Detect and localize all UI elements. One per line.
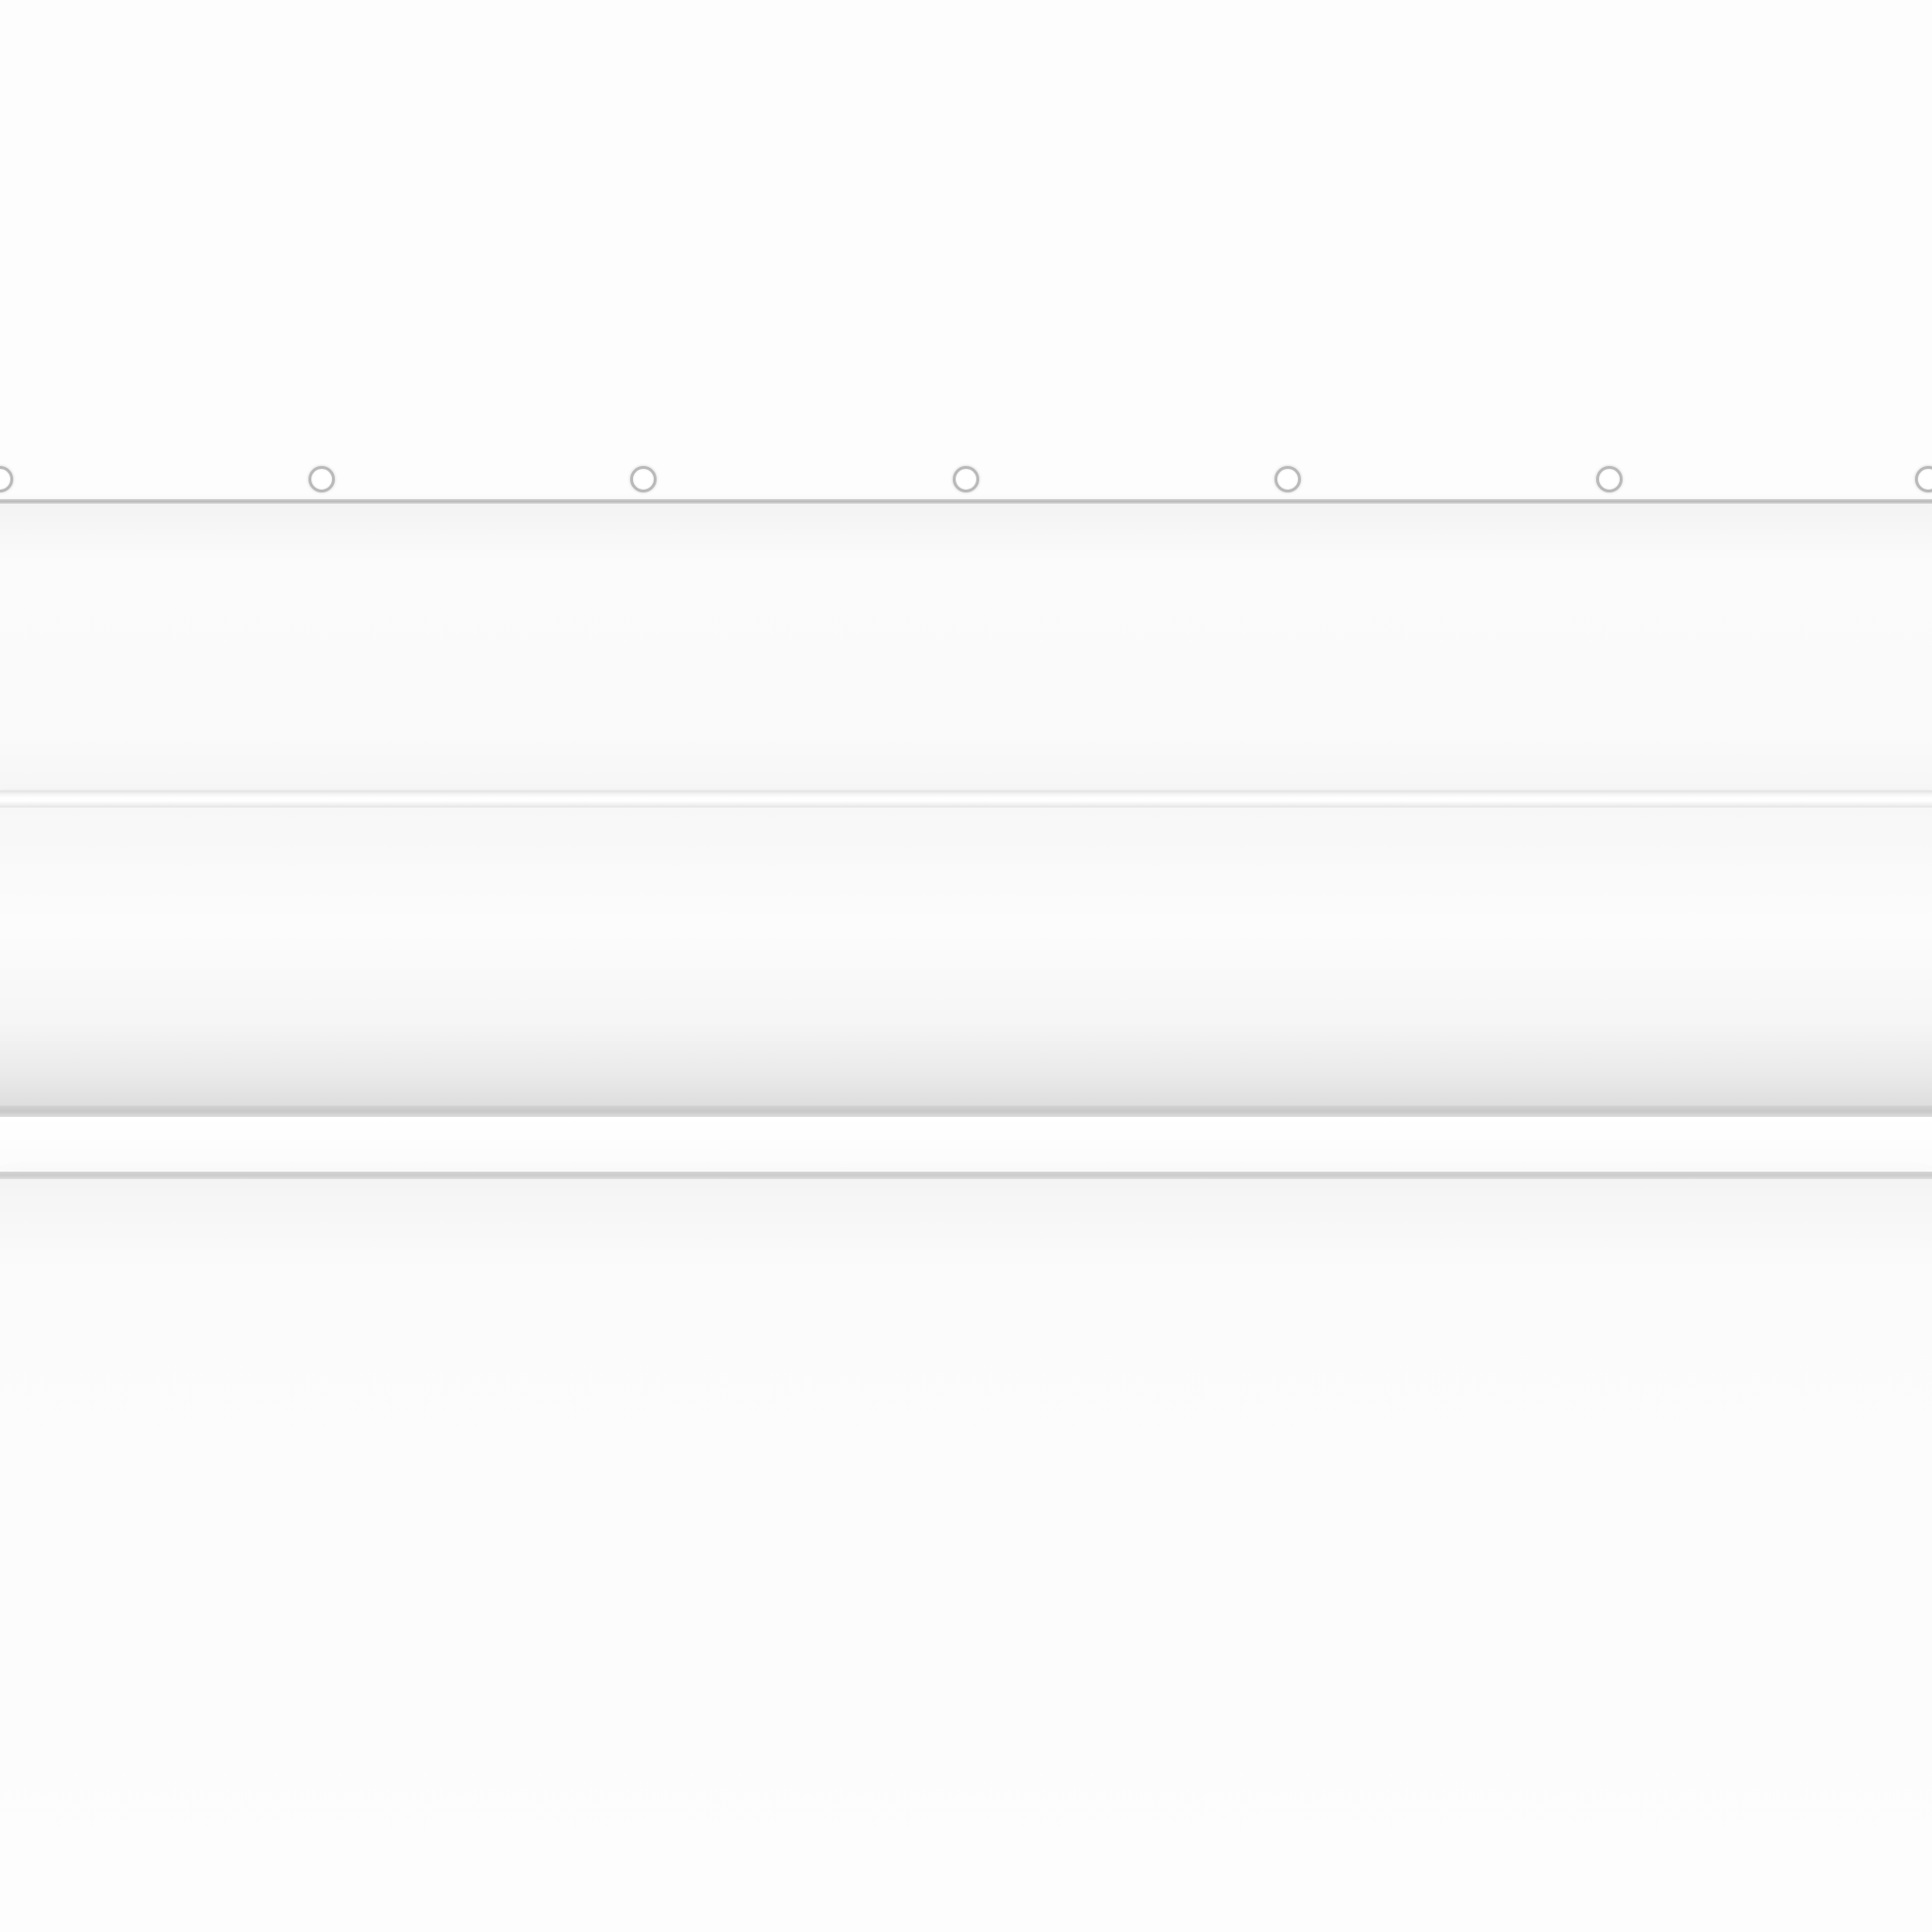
rivet-icon [630,466,657,492]
bottom-rail [0,1106,1932,1117]
lower-panel [0,808,1932,1111]
rivet-icon [1596,466,1623,492]
rivet-icon [1915,466,1932,492]
upper-panel [0,504,1932,792]
rivet-row [0,0,1932,509]
bottom-rail-lower [0,1172,1932,1179]
rivet-icon [953,466,979,492]
rivet-icon [1274,466,1301,492]
rivet-icon [0,466,13,492]
rail-gap [0,1117,1932,1172]
floor-area [0,1179,1932,1932]
panel-seam [0,791,1932,808]
rivet-icon [308,466,335,492]
top-rail [0,499,1932,504]
